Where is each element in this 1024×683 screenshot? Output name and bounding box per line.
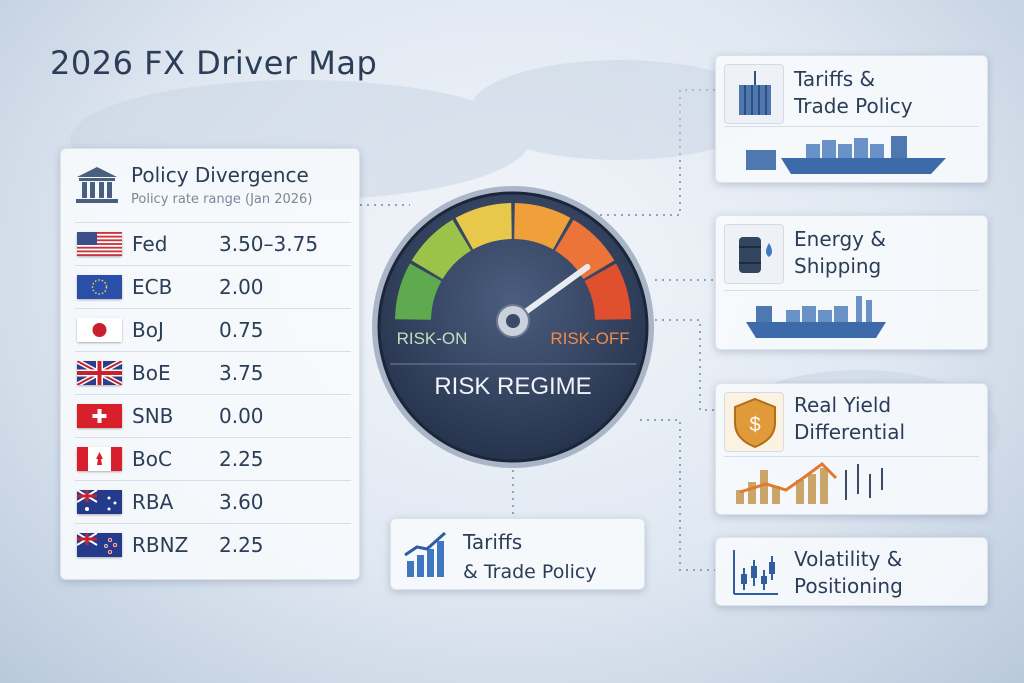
policy-row-boc: BoC 2.25: [75, 437, 351, 480]
oil-barrel-icon: [724, 224, 784, 284]
real-yield-differential-card[interactable]: $ Real Yield Differential: [715, 383, 988, 515]
policy-row-boe: BoE 3.75: [75, 351, 351, 394]
bar-chart-icon: [404, 531, 446, 577]
cargo-ship-icon: [746, 136, 946, 174]
policy-rate: 0.75: [219, 318, 264, 342]
policy-row-snb: SNB 0.00: [75, 394, 351, 437]
flag-us-icon: [77, 232, 122, 256]
card-title-line1: Energy &: [794, 227, 886, 251]
risk-off-label: RISK-OFF: [550, 329, 629, 348]
flag-jp-icon: [77, 318, 122, 342]
page-title: 2026 FX Driver Map: [50, 44, 378, 82]
panel-title: Policy Divergence: [131, 163, 309, 187]
risk-regime-gauge: RISK-ON RISK-OFF RISK REGIME: [370, 184, 656, 470]
flag-nz-icon: [77, 533, 122, 557]
svg-text:$: $: [749, 414, 760, 436]
flag-eu-icon: [77, 275, 122, 299]
policy-rate: 2.25: [219, 447, 264, 471]
gauge-segment: [555, 219, 615, 279]
flag-au-icon: [77, 490, 122, 514]
card-title-line2: Positioning: [794, 574, 903, 598]
tariffs-trade-policy-card[interactable]: Tariffs & Trade Policy: [715, 55, 988, 183]
policy-rate: 3.75: [219, 361, 264, 385]
dollar-shield-icon: $: [724, 392, 784, 452]
gauge-segment: [395, 263, 442, 320]
bank-name: SNB: [132, 404, 174, 428]
tanker-ship-icon: [746, 296, 886, 338]
gauge-segment: [411, 219, 471, 279]
gauge-title: RISK REGIME: [434, 373, 591, 400]
policy-rate: 2.00: [219, 275, 264, 299]
gauge-segment: [455, 203, 512, 250]
policy-row-rbnz: RBNZ 2.25: [75, 523, 351, 566]
card-title-line2: & Trade Policy: [463, 561, 597, 583]
policy-row-boj: BoJ 0.75: [75, 308, 351, 351]
flag-ca-icon: [77, 447, 122, 471]
policy-rate: 2.25: [219, 533, 264, 557]
yield-bar-chart-icon: [736, 462, 883, 504]
bank-icon: [76, 167, 118, 203]
bank-name: RBA: [132, 490, 174, 514]
risk-on-label: RISK-ON: [397, 329, 468, 348]
shipping-container-icon: [724, 64, 784, 124]
card-title-line2: Trade Policy: [794, 94, 913, 118]
card-title-line2: Shipping: [794, 254, 882, 278]
card-title-line2: Differential: [794, 420, 906, 444]
volatility-positioning-card[interactable]: Volatility & Positioning: [715, 537, 988, 606]
bank-name: Fed: [132, 232, 168, 256]
bank-name: RBNZ: [132, 533, 189, 557]
gauge-segment: [584, 263, 631, 320]
bank-name: ECB: [132, 275, 173, 299]
bank-name: BoJ: [132, 318, 164, 342]
policy-rate: 3.60: [219, 490, 264, 514]
card-title-line1: Real Yield: [794, 393, 892, 417]
policy-row-fed: Fed 3.50–3.75: [75, 222, 351, 265]
energy-shipping-card[interactable]: Energy & Shipping: [715, 215, 988, 350]
policy-divergence-panel: Policy Divergence Policy rate range (Jan…: [60, 148, 360, 580]
policy-rate: 0.00: [219, 404, 264, 428]
card-title-line1: Tariffs &: [794, 67, 876, 91]
card-title-line1: Volatility &: [794, 547, 903, 571]
bank-name: BoC: [132, 447, 172, 471]
policy-rate: 3.50–3.75: [219, 232, 319, 256]
flag-ch-icon: [77, 404, 122, 428]
flag-uk-icon: [77, 361, 122, 385]
policy-row-ecb: ECB 2.00: [75, 265, 351, 308]
gauge-segment: [514, 203, 571, 250]
policy-row-rba: RBA 3.60: [75, 480, 351, 523]
tariffs-trade-policy-bottom-card[interactable]: Tariffs & Trade Policy: [390, 518, 645, 590]
bank-name: BoE: [132, 361, 171, 385]
card-title-line1: Tariffs: [463, 530, 523, 554]
candlestick-icon: [733, 550, 778, 595]
panel-subtitle: Policy rate range (Jan 2026): [131, 192, 313, 207]
